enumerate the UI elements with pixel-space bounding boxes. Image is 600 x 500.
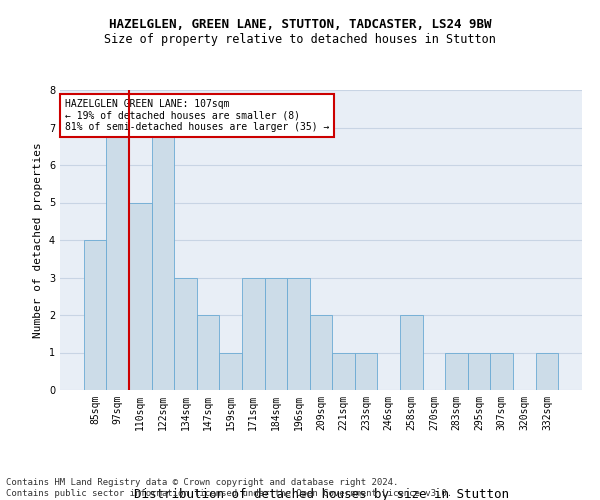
Text: Size of property relative to detached houses in Stutton: Size of property relative to detached ho… bbox=[104, 32, 496, 46]
Bar bbox=[84, 240, 106, 390]
Bar bbox=[490, 352, 513, 390]
Bar bbox=[197, 315, 220, 390]
Bar bbox=[468, 352, 490, 390]
Bar bbox=[265, 278, 287, 390]
Bar bbox=[129, 202, 152, 390]
Bar bbox=[536, 352, 558, 390]
Bar bbox=[106, 128, 129, 390]
Bar bbox=[220, 352, 242, 390]
Bar bbox=[242, 278, 265, 390]
Bar bbox=[152, 128, 174, 390]
Text: HAZELGLEN GREEN LANE: 107sqm
← 19% of detached houses are smaller (8)
81% of sem: HAZELGLEN GREEN LANE: 107sqm ← 19% of de… bbox=[65, 99, 329, 132]
Bar bbox=[445, 352, 468, 390]
Text: HAZELGLEN, GREEN LANE, STUTTON, TADCASTER, LS24 9BW: HAZELGLEN, GREEN LANE, STUTTON, TADCASTE… bbox=[109, 18, 491, 30]
Bar bbox=[310, 315, 332, 390]
Bar bbox=[332, 352, 355, 390]
Bar bbox=[174, 278, 197, 390]
Y-axis label: Number of detached properties: Number of detached properties bbox=[34, 142, 43, 338]
Bar bbox=[400, 315, 422, 390]
Bar bbox=[355, 352, 377, 390]
Bar bbox=[287, 278, 310, 390]
X-axis label: Distribution of detached houses by size in Stutton: Distribution of detached houses by size … bbox=[133, 488, 509, 500]
Text: Contains HM Land Registry data © Crown copyright and database right 2024.
Contai: Contains HM Land Registry data © Crown c… bbox=[6, 478, 452, 498]
